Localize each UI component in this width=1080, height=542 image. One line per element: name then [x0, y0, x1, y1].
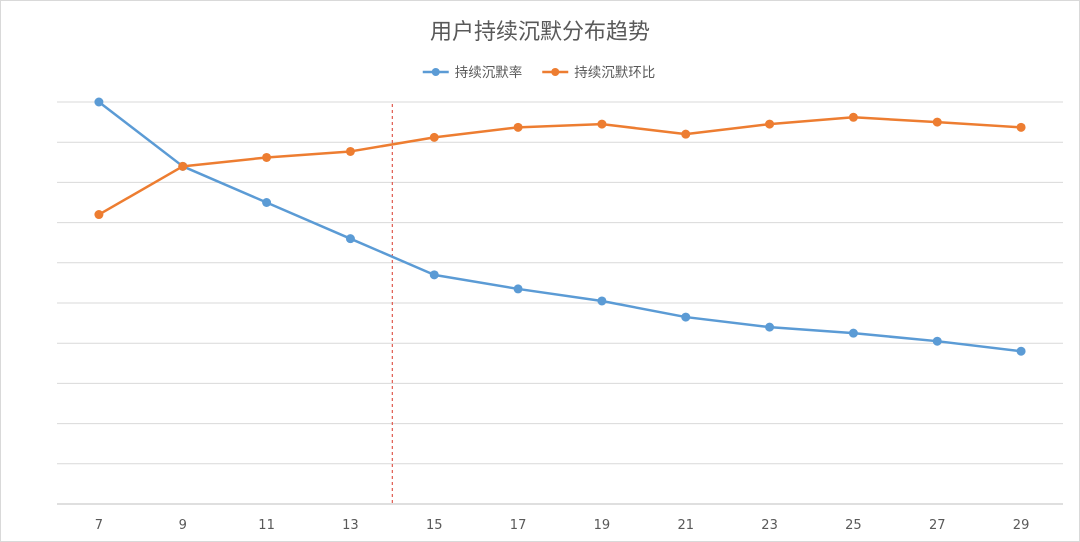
series-line-2	[97, 116, 1023, 216]
data-point	[932, 336, 942, 346]
data-point	[262, 198, 272, 207]
legend-item: 持续沉默率	[422, 64, 523, 81]
x-tick-label: 25	[845, 518, 862, 533]
data-point	[94, 97, 104, 107]
x-tick-label: 29	[1013, 518, 1030, 533]
data-point	[345, 234, 355, 244]
data-point	[681, 129, 691, 139]
x-tick-label: 13	[342, 518, 359, 533]
x-tick-label: 11	[258, 518, 275, 533]
data-point	[848, 328, 858, 338]
legend-marker-2	[551, 68, 560, 76]
data-point	[345, 146, 355, 156]
data-point	[765, 322, 775, 332]
data-point	[932, 117, 942, 127]
data-point	[262, 152, 272, 162]
data-point	[681, 312, 691, 322]
gridlines	[57, 101, 1063, 505]
legend-label: 持续沉默率	[455, 64, 523, 81]
legend-marker-1	[431, 68, 440, 76]
data-point	[429, 270, 439, 280]
x-tick-label: 21	[677, 518, 694, 533]
data-point	[94, 210, 104, 220]
x-tick-label: 17	[510, 518, 527, 533]
legend-item: 持续沉默环比	[542, 65, 655, 81]
data-point	[1016, 122, 1026, 132]
x-tick-label: 9	[179, 518, 187, 533]
data-point	[597, 296, 607, 306]
x-tick-label: 15	[426, 518, 443, 533]
data-point	[848, 112, 858, 122]
data-point	[513, 122, 523, 132]
data-point	[429, 132, 439, 142]
legend-label: 持续沉默环比	[574, 65, 655, 81]
chart-legend: 持续沉默率 持续沉默环比	[422, 64, 655, 81]
x-tick-label: 23	[761, 518, 778, 533]
data-point	[178, 161, 188, 171]
data-point	[765, 119, 775, 129]
chart-title: 用户持续沉默分布趋势	[430, 20, 650, 45]
x-tick-label: 19	[594, 518, 611, 533]
x-tick-label: 27	[929, 518, 946, 533]
series-line-1	[97, 100, 1023, 353]
x-tick-label: 7	[95, 518, 103, 533]
series-1	[94, 97, 1026, 356]
data-point	[1016, 346, 1026, 356]
series-2	[94, 112, 1026, 220]
data-point	[597, 119, 607, 129]
x-axis-tick-labels: 7 9 11 13 15 17 19 21 23 25 27 29	[95, 518, 1030, 533]
data-point	[513, 284, 523, 294]
